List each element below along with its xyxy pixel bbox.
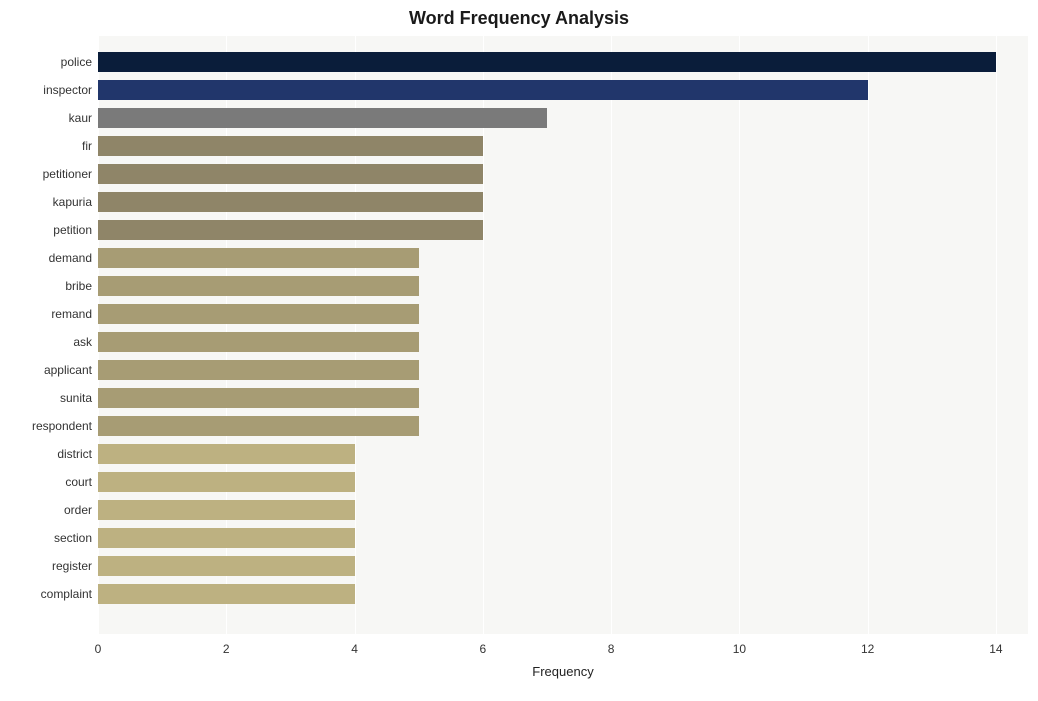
y-tick-label: fir	[0, 139, 92, 153]
y-tick-label: court	[0, 475, 92, 489]
y-tick-label: district	[0, 447, 92, 461]
bar	[98, 416, 419, 436]
y-tick-label: applicant	[0, 363, 92, 377]
x-tick-label: 12	[861, 642, 874, 656]
grid-line	[739, 36, 740, 634]
bar	[98, 276, 419, 296]
bar	[98, 248, 419, 268]
bar	[98, 360, 419, 380]
bar	[98, 472, 355, 492]
bar	[98, 500, 355, 520]
y-tick-label: petition	[0, 223, 92, 237]
bar	[98, 80, 868, 100]
y-tick-label: kaur	[0, 111, 92, 125]
grid-line	[611, 36, 612, 634]
bar	[98, 304, 419, 324]
bar	[98, 164, 483, 184]
y-tick-label: ask	[0, 335, 92, 349]
bar	[98, 136, 483, 156]
x-tick-label: 2	[223, 642, 230, 656]
bar	[98, 584, 355, 604]
x-tick-label: 0	[95, 642, 102, 656]
bar	[98, 52, 996, 72]
x-tick-label: 6	[479, 642, 486, 656]
y-tick-label: inspector	[0, 83, 92, 97]
bar	[98, 556, 355, 576]
y-tick-label: order	[0, 503, 92, 517]
x-axis-label: Frequency	[98, 664, 1028, 679]
y-tick-label: bribe	[0, 279, 92, 293]
chart-title: Word Frequency Analysis	[0, 8, 1038, 29]
y-tick-label: register	[0, 559, 92, 573]
y-tick-label: petitioner	[0, 167, 92, 181]
y-tick-label: remand	[0, 307, 92, 321]
bar	[98, 192, 483, 212]
y-tick-label: respondent	[0, 419, 92, 433]
x-tick-label: 8	[608, 642, 615, 656]
plot-area	[98, 36, 1028, 634]
x-tick-label: 4	[351, 642, 358, 656]
x-tick-label: 10	[733, 642, 746, 656]
bar	[98, 528, 355, 548]
bar	[98, 388, 419, 408]
y-tick-label: complaint	[0, 587, 92, 601]
y-tick-label: section	[0, 531, 92, 545]
y-tick-label: demand	[0, 251, 92, 265]
y-tick-label: sunita	[0, 391, 92, 405]
bar	[98, 444, 355, 464]
bar	[98, 108, 547, 128]
bar	[98, 332, 419, 352]
y-tick-label: kapuria	[0, 195, 92, 209]
grid-line	[996, 36, 997, 634]
bar	[98, 220, 483, 240]
x-tick-label: 14	[989, 642, 1002, 656]
y-tick-label: police	[0, 55, 92, 69]
grid-line	[868, 36, 869, 634]
